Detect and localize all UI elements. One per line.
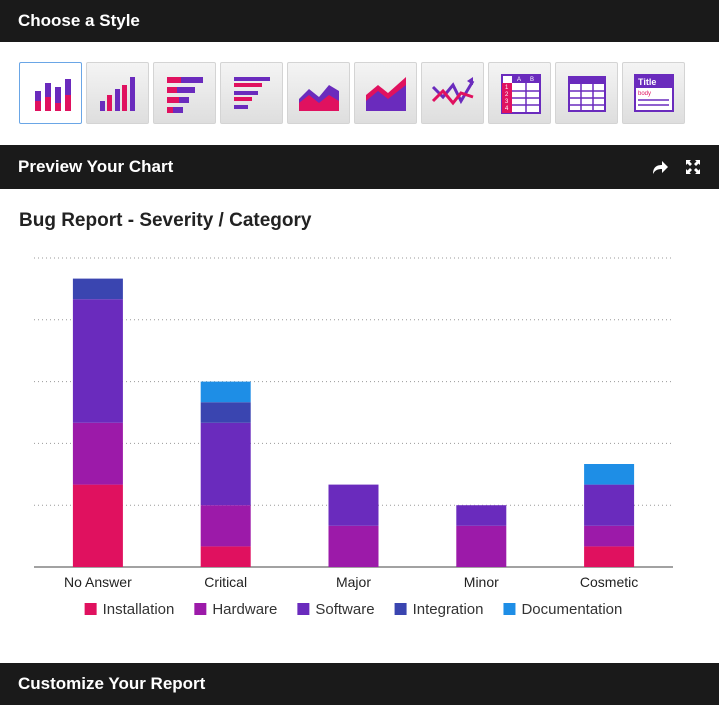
legend-item-software[interactable]: Software [297, 601, 375, 618]
vertical-stacked-bar-icon [34, 79, 71, 111]
legend-swatch [394, 603, 407, 615]
pivot-row-4: 4 [505, 106, 509, 112]
pivot-row-1: 1 [505, 85, 509, 91]
legend-swatch [297, 603, 310, 615]
bar-segment-documentation[interactable] [200, 381, 251, 403]
expand-icon[interactable] [685, 159, 701, 175]
bar-segment-hardware[interactable] [456, 525, 507, 567]
bar-segment-hardware[interactable] [72, 422, 123, 485]
style-line-button[interactable] [421, 62, 484, 124]
choose-style-title: Choose a Style [18, 11, 140, 30]
choose-style-header: Choose a Style [0, 0, 719, 42]
bar-segment-software[interactable] [584, 484, 635, 526]
bar-segment-installation[interactable] [584, 546, 635, 567]
x-tick-label: Cosmetic [580, 574, 638, 590]
pivot-row-2: 2 [505, 92, 509, 98]
bar-segment-installation[interactable] [200, 546, 251, 567]
horizontal-bar-icon [233, 77, 270, 109]
legend-item-hardware[interactable]: Hardware [194, 601, 277, 618]
preview-chart-title: Preview Your Chart [18, 157, 174, 176]
style-pivot-table-button[interactable]: A B 1 2 3 4 [488, 62, 551, 124]
x-axis-labels: No Answer Critical Major Minor Cosmetic [64, 574, 638, 590]
x-tick-label: No Answer [64, 574, 132, 590]
text-report-icon: Title body [633, 74, 674, 112]
style-picker: A B 1 2 3 4 Title body [19, 62, 685, 126]
preview-toolbar [651, 159, 701, 175]
x-tick-label: Minor [464, 574, 499, 590]
legend-label: Installation [103, 601, 175, 618]
legend-item-documentation[interactable]: Documentation [503, 601, 622, 618]
legend-swatch [503, 603, 516, 615]
preview-chart-header: Preview Your Chart [0, 145, 719, 189]
bar-segment-software[interactable] [328, 484, 379, 526]
horizontal-stacked-bar-icon [166, 77, 203, 113]
bar-segment-software[interactable] [72, 299, 123, 423]
bar-segment-documentation[interactable] [584, 464, 635, 485]
legend-label: Integration [413, 601, 484, 618]
table-icon [567, 76, 606, 112]
legend-label: Hardware [212, 601, 277, 618]
legend-swatch [194, 603, 207, 615]
x-tick-label: Major [336, 574, 371, 590]
text-report-body: body [638, 91, 651, 97]
pivot-col-b: B [530, 77, 534, 83]
share-icon[interactable] [651, 159, 669, 175]
style-table-button[interactable] [555, 62, 618, 124]
legend-swatch [84, 603, 97, 615]
legend: Installation Hardware Software Integration D… [84, 601, 622, 618]
area-chart-icon [298, 85, 339, 111]
line-chart-icon [431, 77, 474, 106]
pivot-col-a: A [517, 77, 521, 83]
style-horizontal-bar-button[interactable] [220, 62, 283, 124]
text-report-title: Title [638, 77, 656, 87]
bar-segment-hardware[interactable] [584, 525, 635, 547]
bar-segment-installation[interactable] [72, 484, 123, 567]
bar-segment-software[interactable] [200, 422, 251, 506]
x-tick-label: Critical [204, 574, 247, 590]
pivot-row-3: 3 [505, 99, 509, 105]
customize-report-header[interactable]: Customize Your Report [0, 663, 719, 705]
chart-title: Bug Report - Severity / Category [19, 210, 312, 231]
bar-segment-integration[interactable] [72, 278, 123, 300]
stacked-bar-chart: No Answer Critical Major Minor Cosmetic Inst… [34, 257, 673, 618]
style-vertical-bar-button[interactable] [86, 62, 149, 124]
bars [72, 278, 635, 567]
legend-item-integration[interactable]: Integration [394, 601, 484, 618]
style-horizontal-stacked-bar-button[interactable] [153, 62, 216, 124]
bar-segment-integration[interactable] [200, 402, 251, 423]
bar-segment-software[interactable] [456, 505, 507, 526]
customize-report-title: Customize Your Report [18, 674, 206, 693]
style-stacked-area-button[interactable] [354, 62, 417, 124]
legend-label: Software [315, 601, 374, 618]
stacked-area-chart-icon [365, 77, 406, 111]
vertical-bar-icon [99, 77, 135, 111]
legend-item-installation[interactable]: Installation [84, 601, 175, 618]
legend-label: Documentation [521, 601, 622, 618]
bar-segment-hardware[interactable] [200, 505, 251, 547]
style-text-report-button[interactable]: Title body [622, 62, 685, 124]
bar-segment-hardware[interactable] [328, 525, 379, 567]
style-vertical-stacked-bar-button[interactable] [19, 62, 82, 124]
pivot-table-icon: A B 1 2 3 4 [500, 74, 541, 114]
style-area-button[interactable] [287, 62, 350, 124]
